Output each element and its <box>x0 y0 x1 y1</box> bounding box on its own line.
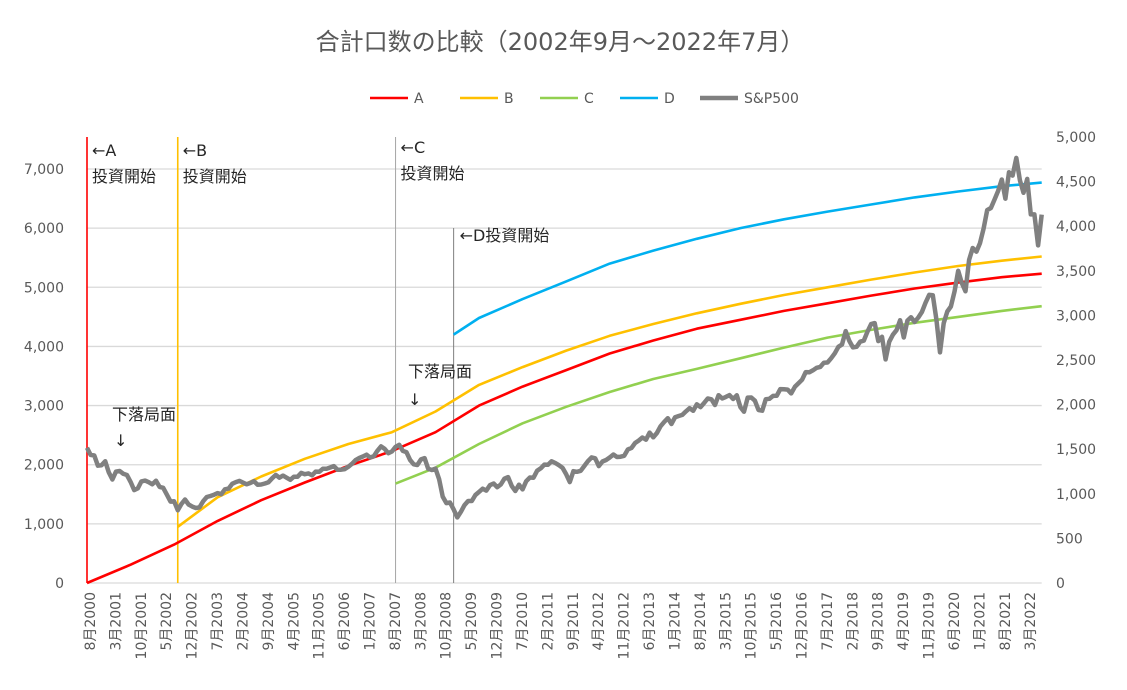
x-tick-label: 8月2021 <box>998 592 1014 651</box>
x-tick-label: 2月2011 <box>540 592 556 651</box>
x-tick-label: 8月2014 <box>693 592 709 651</box>
annotation-arrow: ↓ <box>408 390 421 409</box>
x-tick-label: 8月2007 <box>388 592 404 651</box>
x-tick-label: 6月2020 <box>947 592 963 651</box>
x-tick-label: 7月2010 <box>515 592 531 651</box>
x-tick-label: 7月2017 <box>820 592 836 651</box>
x-tick-label: 4月2005 <box>286 592 302 651</box>
x-tick-label: 5月2002 <box>159 592 175 651</box>
legend-label: C <box>584 91 594 107</box>
x-tick-label: 11月2019 <box>922 592 938 659</box>
x-tick-label: 10月2001 <box>134 592 150 659</box>
x-tick-label: 12月2009 <box>490 592 506 659</box>
y-axis-left: 0 1,000 2,000 3,000 4,000 5,000 6,000 7,000 <box>24 162 64 592</box>
x-tick-label: 12月2016 <box>794 592 810 660</box>
gridlines <box>87 168 1042 584</box>
x-tick-label: 5月2016 <box>769 592 785 651</box>
series-line-d <box>452 181 1042 336</box>
x-tick-label: 3月2008 <box>413 592 429 651</box>
x-tick-label: 6月2013 <box>642 592 658 651</box>
annotation-text: 下落局面 <box>408 362 472 381</box>
x-tick-label: 10月2015 <box>744 592 760 659</box>
x-tick-label: 9月2004 <box>261 592 277 651</box>
y-right-tick-label: 3,000 <box>1056 308 1096 324</box>
y-left-tick-label: 3,000 <box>24 399 64 415</box>
series-line-sp500 <box>84 155 1044 520</box>
x-tick-label: 1月2014 <box>667 592 683 651</box>
x-tick-label: 1月2007 <box>363 592 379 651</box>
y-left-tick-label: 7,000 <box>24 162 64 178</box>
x-tick-label: 11月2012 <box>617 592 633 659</box>
y-right-tick-label: 2,500 <box>1056 353 1096 369</box>
annotation-arrow: ↓ <box>114 431 127 450</box>
y-left-tick-label: 0 <box>55 576 64 592</box>
x-tick-label: 5月2009 <box>464 592 480 651</box>
x-tick-label: 12月2002 <box>185 592 201 659</box>
marker-label: 投資開始 <box>183 167 247 186</box>
legend: A B C D S&P500 <box>370 91 799 107</box>
y-left-tick-label: 1,000 <box>24 517 64 533</box>
x-tick-label: 9月2018 <box>871 592 887 651</box>
y-right-tick-label: 2,000 <box>1056 398 1096 414</box>
y-left-tick-label: 6,000 <box>24 221 64 237</box>
y-left-tick-label: 4,000 <box>24 339 64 355</box>
x-tick-label: 10月2008 <box>439 592 455 659</box>
marker-label: ←C <box>401 138 426 157</box>
x-tick-label: 2月2018 <box>845 592 861 651</box>
legend-label: S&P500 <box>744 91 799 107</box>
y-right-tick-label: 4,000 <box>1056 219 1096 235</box>
marker-label: 投資開始 <box>92 167 156 186</box>
x-tick-label: 3月2015 <box>718 592 734 651</box>
y-right-tick-label: 4,500 <box>1056 175 1096 191</box>
x-tick-label: 11月2005 <box>312 592 328 659</box>
marker-label: 投資開始 <box>401 164 465 183</box>
x-tick-label: 6月2006 <box>337 592 353 651</box>
y-right-tick-label: 5,000 <box>1056 130 1096 146</box>
legend-label: B <box>504 91 514 107</box>
series-line-a <box>86 272 1042 585</box>
investment-start-markers <box>86 137 455 583</box>
x-tick-label: 9月2011 <box>566 592 582 651</box>
y-left-tick-label: 5,000 <box>24 280 64 296</box>
marker-label: ←B <box>183 141 207 160</box>
x-tick-label: 2月2004 <box>235 592 251 651</box>
marker-label: ←A <box>92 141 116 160</box>
series-line-b <box>177 255 1042 528</box>
x-tick-label: 3月2001 <box>108 592 124 651</box>
x-tick-label: 3月2022 <box>1023 592 1039 651</box>
marker-label: ←D投資開始 <box>460 226 550 245</box>
series-lines <box>84 155 1044 585</box>
x-tick-label: 1月2021 <box>972 592 988 651</box>
y-left-tick-label: 2,000 <box>24 458 64 474</box>
x-axis: 8月2000 3月2001 10月2001 5月2002 12月2002 7月2003 2月… <box>83 592 1039 660</box>
legend-label: D <box>664 91 675 107</box>
y-axis-right: 0 500 1,000 1,500 2,000 2,500 3,000 3,500 4,000 4… <box>1056 130 1096 592</box>
x-tick-label: 7月2003 <box>210 592 226 651</box>
chart-title: 合計口数の比較（2002年9月～2022年7月） <box>316 28 805 56</box>
y-right-tick-label: 500 <box>1056 531 1083 547</box>
x-tick-label: 4月2012 <box>591 592 607 651</box>
y-right-tick-label: 3,500 <box>1056 264 1096 280</box>
y-right-tick-label: 1,000 <box>1056 487 1096 503</box>
y-right-tick-label: 1,500 <box>1056 442 1096 458</box>
y-right-tick-label: 0 <box>1056 576 1065 592</box>
annotation-text: 下落局面 <box>112 405 176 424</box>
legend-label: A <box>414 91 424 107</box>
x-tick-label: 4月2019 <box>896 592 912 651</box>
x-tick-label: 8月2000 <box>83 592 99 651</box>
